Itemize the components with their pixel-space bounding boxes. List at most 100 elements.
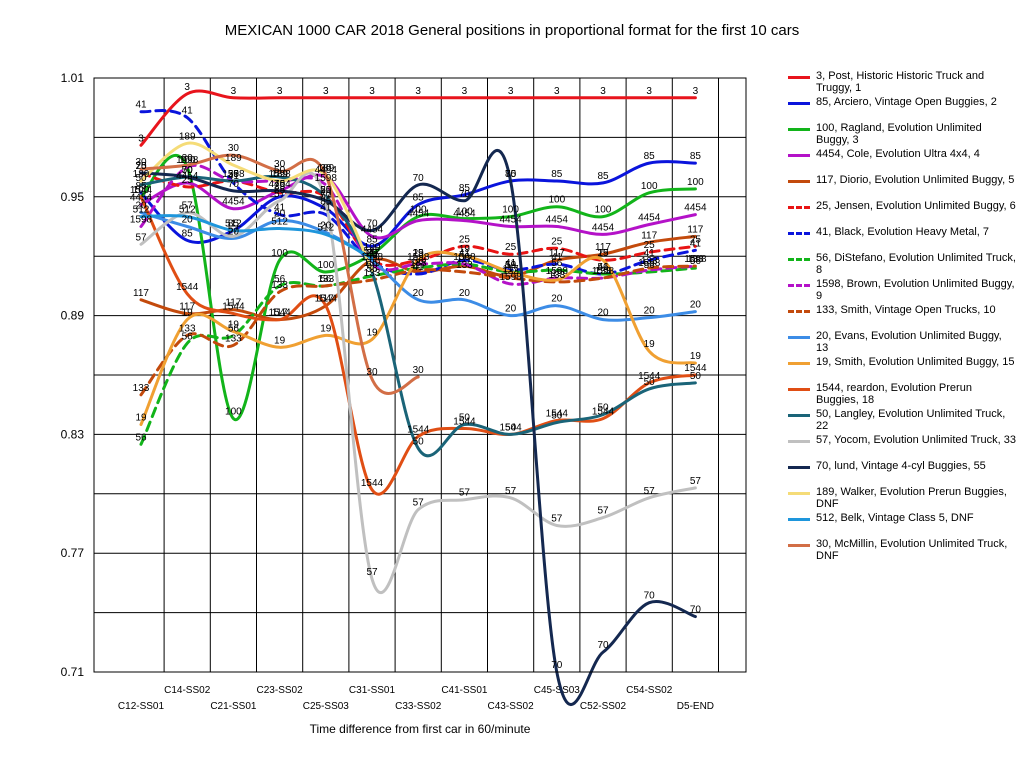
- data-label: 100: [225, 407, 242, 418]
- y-tick-label: 0.71: [61, 665, 85, 679]
- data-label: 41: [320, 203, 332, 214]
- data-label: 1544: [222, 302, 245, 313]
- data-label: 25: [551, 236, 563, 247]
- data-label: 56: [505, 260, 517, 271]
- legend-label: 20, Evans, Evolution Unlimited Buggy, 13: [816, 330, 1002, 354]
- data-label: 1598: [546, 266, 569, 277]
- data-label: 3: [184, 82, 190, 93]
- data-label: 4454: [315, 165, 338, 176]
- data-label: 4454: [361, 224, 384, 235]
- data-label: 50: [182, 165, 194, 176]
- data-label: 70: [274, 179, 286, 190]
- data-label: 117: [641, 230, 657, 241]
- data-label: 25: [228, 169, 240, 180]
- series-line-70: [139, 148, 697, 706]
- data-label: 20: [644, 306, 656, 317]
- data-label: 70: [135, 161, 147, 172]
- data-label: 1544: [176, 282, 199, 293]
- data-label: 85: [320, 197, 332, 208]
- series-line-1544: [139, 195, 697, 496]
- data-label: 57: [228, 224, 240, 235]
- data-label: 133: [687, 254, 704, 265]
- legend-item: 41, Black, Evolution Heavy Metal, 7: [788, 226, 1024, 252]
- data-label: 189: [317, 163, 334, 174]
- data-label: 70: [320, 189, 332, 200]
- legend-item: 512, Belk, Vintage Class 5, DNF: [788, 512, 1024, 538]
- x-tick-label: C43-SS02: [488, 701, 535, 712]
- data-label: 19: [135, 413, 147, 424]
- data-label: 70: [182, 165, 194, 176]
- data-label: 100: [456, 207, 473, 218]
- legend-item: 1544, reardon, Evolution Prerun Buggies,…: [788, 382, 1024, 408]
- data-label: 1598: [361, 252, 384, 263]
- data-label: 117: [318, 294, 334, 305]
- series-line-20: [139, 211, 697, 322]
- data-label: 85: [690, 151, 702, 162]
- data-label: 133: [179, 323, 196, 334]
- data-label: 1544: [130, 185, 153, 196]
- data-label: 50: [135, 173, 147, 184]
- x-tick-label: C12-SS01: [118, 701, 165, 712]
- series-line-3: [139, 89, 697, 147]
- data-label: 57: [274, 189, 286, 200]
- data-label: 57: [182, 201, 194, 212]
- data-label: 57: [135, 232, 147, 243]
- legend-label: 70, lund, Vintage 4-cyl Buggies, 55: [816, 460, 986, 472]
- data-label: 117: [410, 260, 426, 271]
- legend-swatch: [788, 336, 810, 339]
- series-line-50: [139, 174, 697, 458]
- x-tick-label: C23-SS02: [257, 685, 304, 696]
- data-label: 4454: [407, 209, 430, 220]
- data-label: 85: [182, 228, 194, 239]
- data-label: 133: [271, 280, 288, 291]
- data-label: 189: [179, 131, 196, 142]
- data-label: 3: [138, 133, 144, 144]
- data-label: 25: [413, 248, 425, 259]
- data-label: 19: [690, 351, 702, 362]
- data-label: 41: [597, 262, 609, 273]
- data-label: 56: [551, 258, 563, 269]
- data-label: 1598: [453, 252, 476, 263]
- legend-label: 189, Walker, Evolution Prerun Buggies, D…: [816, 486, 1007, 510]
- data-label: 133: [641, 256, 658, 267]
- data-label: 56: [228, 323, 240, 334]
- data-label: 41: [366, 250, 378, 261]
- data-label: 4454: [638, 213, 661, 224]
- data-label: 133: [317, 274, 334, 285]
- x-tick-label: C14-SS02: [164, 685, 211, 696]
- data-label: 4454: [684, 203, 707, 214]
- data-label: 41: [228, 171, 240, 182]
- data-label: 30: [413, 365, 425, 376]
- data-label: 512: [271, 216, 288, 227]
- data-label: 20: [597, 308, 609, 319]
- data-label: 3: [554, 86, 560, 97]
- data-label: 41: [644, 248, 656, 259]
- data-label: 1598: [592, 266, 615, 277]
- data-label: 57: [459, 488, 471, 499]
- data-label: 189: [364, 258, 381, 269]
- legend-item: 100, Ragland, Evolution Unlimited Buggy,…: [788, 122, 1024, 148]
- data-label: 1544: [315, 294, 338, 305]
- data-label: 133: [456, 260, 473, 271]
- data-label: 50: [413, 436, 425, 447]
- data-label: 1544: [407, 424, 430, 435]
- data-label: 70: [228, 179, 240, 190]
- data-label: 133: [502, 266, 519, 277]
- data-label: 50: [320, 185, 332, 196]
- legend-label: 25, Jensen, Evolution Unlimited Buggy, 6: [816, 200, 1016, 212]
- legend-label: 117, Diorio, Evolution Unlimited Buggy, …: [816, 174, 1015, 186]
- data-label: 85: [366, 234, 378, 245]
- data-label: 117: [133, 288, 149, 299]
- legend-swatch: [788, 544, 810, 547]
- data-label: 19: [644, 339, 656, 350]
- x-tick-label: C41-SS01: [441, 685, 488, 696]
- data-label: 100: [548, 195, 565, 206]
- legend-item: 117, Diorio, Evolution Unlimited Buggy, …: [788, 174, 1024, 200]
- data-label: 85: [551, 169, 563, 180]
- data-label: 85: [274, 185, 286, 196]
- legend-label: 100, Ragland, Evolution Unlimited Buggy,…: [816, 122, 982, 146]
- data-label: 41: [182, 106, 194, 117]
- data-label: 50: [551, 411, 563, 422]
- data-label: 100: [641, 181, 658, 192]
